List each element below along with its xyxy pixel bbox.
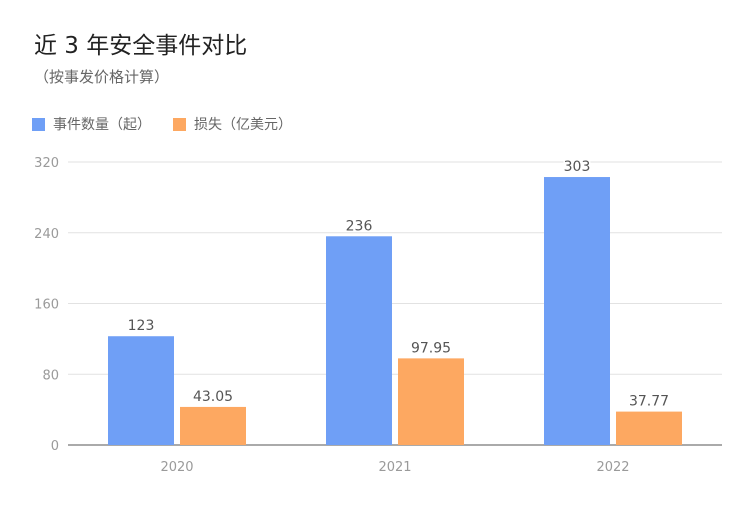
data-label-halo: 303 xyxy=(564,159,591,175)
bar-losses xyxy=(398,358,464,445)
data-label-halo: 97.95 xyxy=(411,340,451,356)
data-label: 97.95 xyxy=(411,340,451,356)
x-tick-label: 2021 xyxy=(378,460,411,475)
data-label-halo: 37.77 xyxy=(629,394,669,410)
legend-swatch-losses xyxy=(173,117,186,131)
y-axis-ticks: 0 80 160 240 320 xyxy=(34,156,59,454)
y-tick-label: 0 xyxy=(51,439,59,454)
x-tick-label: 2020 xyxy=(160,460,193,475)
x-tick-label: 2022 xyxy=(596,460,629,475)
gridlines xyxy=(68,161,722,446)
bars xyxy=(108,177,682,446)
chart-subtitle: （按事发价格计算） xyxy=(34,68,170,86)
bar-incidents xyxy=(326,236,392,445)
data-label: 43.05 xyxy=(193,389,233,405)
x-axis-ticks: 2020 2021 2022 xyxy=(160,460,629,475)
bar-losses xyxy=(616,411,682,445)
data-label-halo: 236 xyxy=(346,218,373,234)
y-tick-label: 160 xyxy=(34,298,59,313)
bar-incidents xyxy=(544,177,610,446)
legend: 事件数量（起） 损失（亿美元） xyxy=(32,114,314,134)
legend-label-incidents: 事件数量（起） xyxy=(53,117,151,133)
data-label: 303 xyxy=(564,159,591,175)
bar-incidents xyxy=(108,336,174,445)
data-label: 123 xyxy=(128,318,155,334)
data-label-halo: 43.05 xyxy=(193,389,233,405)
bar-losses xyxy=(180,406,246,445)
y-tick-label: 80 xyxy=(42,368,59,383)
legend-item-incidents[interactable]: 事件数量（起） xyxy=(32,114,151,134)
y-tick-label: 320 xyxy=(34,156,59,171)
data-label: 37.77 xyxy=(629,394,669,410)
legend-swatch-incidents xyxy=(32,117,45,131)
chart-title: 近 3 年安全事件对比 xyxy=(34,33,248,59)
data-label-halo: 123 xyxy=(128,318,155,334)
legend-label-losses: 损失（亿美元） xyxy=(194,117,292,133)
data-labels: 12312343.0543.0523623697.9597.9530330337… xyxy=(126,158,670,412)
data-label: 236 xyxy=(346,218,373,234)
legend-item-losses[interactable]: 损失（亿美元） xyxy=(173,114,292,134)
y-tick-label: 240 xyxy=(34,227,59,242)
